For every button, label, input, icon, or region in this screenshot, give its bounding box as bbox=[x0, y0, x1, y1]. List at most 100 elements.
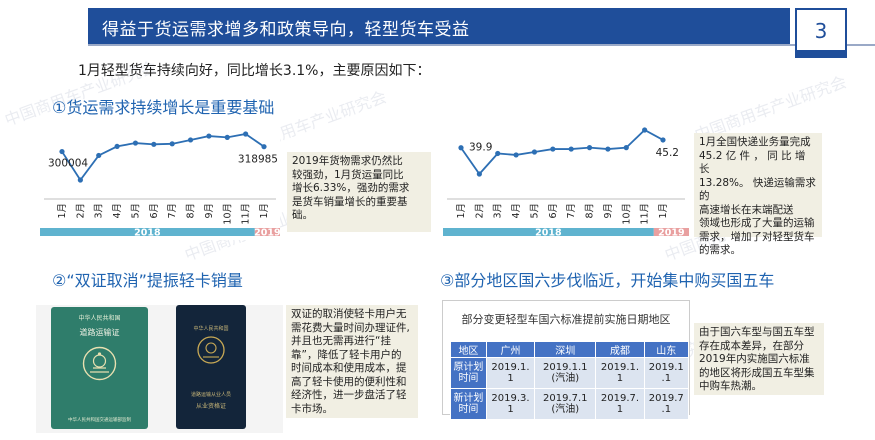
chart-express-volume: 39.9 45.2 1月 2月 3月 4月 5月 6月 7月 8月 9月 10月 11月 1月 2018 20… bbox=[443, 122, 689, 240]
tick-label: 4月 bbox=[511, 203, 522, 219]
table-header-cell: 成都 bbox=[595, 341, 645, 358]
row-label: 原计划 时间 bbox=[450, 357, 487, 389]
note-line: 领域也形成了大量的运输 bbox=[699, 217, 815, 229]
note-line: 础。 bbox=[292, 209, 313, 221]
note-line: 1月全国快递业务量完成 bbox=[699, 136, 811, 148]
title-bar: 得益于货运需求增多和政策导向，轻型货车受益 bbox=[88, 8, 790, 44]
note-line: 卡市场。 bbox=[291, 402, 333, 415]
data-point bbox=[476, 171, 482, 177]
cert-right-subtitle: 从业资格证 bbox=[195, 403, 226, 410]
tick-label: 8月 bbox=[585, 203, 596, 219]
year-band-label: 2018 bbox=[134, 228, 161, 239]
tick-label: 1月 bbox=[259, 203, 270, 219]
year-band bbox=[653, 228, 689, 236]
tick-label: 3月 bbox=[493, 203, 504, 219]
note-line: 2019年内实施国六标准 bbox=[699, 353, 810, 365]
page-number-box: 3 bbox=[795, 8, 847, 52]
note-line: 需花费大量时间办理证件, bbox=[291, 321, 410, 334]
cert-left-title: 道路运输证 bbox=[79, 328, 120, 337]
series-line bbox=[61, 133, 265, 182]
tick-label: 2月 bbox=[75, 203, 86, 219]
tick-label: 1月 bbox=[456, 203, 467, 219]
note-line: 较强劲，1月货运量同比 bbox=[292, 168, 404, 181]
table-cell: 2019.3. 1 bbox=[485, 388, 536, 420]
data-point bbox=[114, 143, 120, 150]
data-point bbox=[605, 146, 611, 152]
tick-label: 6月 bbox=[149, 203, 160, 219]
data-point bbox=[642, 127, 648, 133]
table-header-cell: 广州 bbox=[485, 341, 536, 358]
table-cell: 2019.1.1 bbox=[595, 357, 645, 389]
table-header-cell: 深圳 bbox=[534, 341, 597, 358]
note-line: 增长6.33%，强劲的需求 bbox=[292, 182, 410, 194]
table-cell: 2019.7.1 bbox=[595, 388, 645, 420]
cert-right-title: 道路运输从业人员 bbox=[190, 392, 231, 398]
qualification-certificate: 中华人民共和国 道路运输从业人员 从业资格证 bbox=[176, 305, 246, 429]
year-band bbox=[254, 228, 280, 236]
year-band-label: 2019 bbox=[658, 228, 684, 239]
tick-label: 1月 bbox=[658, 203, 669, 219]
data-point bbox=[660, 137, 666, 143]
tick-label: 8月 bbox=[186, 203, 197, 219]
page-title: 得益于货运需求增多和政策导向，轻型货车受益 bbox=[102, 20, 470, 40]
data-point bbox=[531, 149, 538, 155]
national-emblem-gold-icon bbox=[197, 336, 225, 364]
emission-standard-table-panel: 部分变更轻型车国六标准提前实施日期地区 地区 广州 深圳 成都 山东 原计划 时间… bbox=[442, 300, 690, 420]
note-line: 2019年货物需求仍然比 bbox=[292, 155, 403, 167]
table-header-row: 地区 广州 深圳 成都 山东 bbox=[450, 341, 690, 358]
data-point bbox=[550, 146, 556, 152]
cert-right-header: 中华人民共和国 bbox=[193, 326, 229, 332]
section-3-note: 双证的取消使轻卡用户无 需花费大量时间办理证件, 并且也无需再进行“挂 靠”，降… bbox=[286, 305, 418, 418]
section-4-note: 由于国六车型与国五车型 存在成本差异，在部分 2019年内实施国六标准 的地区将… bbox=[694, 323, 824, 395]
data-label: 300004 bbox=[48, 158, 88, 170]
table-header-cell: 山东 bbox=[643, 341, 690, 358]
data-label: 45.2 bbox=[656, 147, 679, 159]
tick-label: 5月 bbox=[130, 203, 141, 219]
page-number-tab bbox=[795, 52, 847, 58]
table-row: 新计划 时间 2019.3. 1 2019.7.1 (汽油) 2019.7. 1 201… bbox=[450, 388, 690, 420]
data-point bbox=[586, 145, 593, 151]
table-cell: 2019.1.1 (汽油) bbox=[534, 357, 597, 389]
emission-standard-table: 地区 广州 深圳 成都 山东 原计划 时间 2019.1. 1 2019.1.1 (汽… bbox=[450, 341, 690, 420]
national-emblem-icon bbox=[82, 346, 117, 381]
note-line: 中购车热潮。 bbox=[699, 380, 762, 392]
note-line: 高了轻卡使用的便利性和 bbox=[291, 375, 407, 388]
table-row: 原计划 时间 2019.1. 1 2019.1.1 (汽油) 2019.1. 1 201… bbox=[450, 357, 690, 389]
tick-label: 5月 bbox=[529, 203, 540, 219]
data-point bbox=[132, 140, 139, 146]
year-band bbox=[443, 228, 654, 236]
note-line: 经济性，进一步盘活了轻 bbox=[291, 389, 407, 401]
note-line: 靠”，降低了轻卡用户的 bbox=[291, 348, 402, 361]
tick-label: 6月 bbox=[548, 203, 559, 219]
section-4-title: ③部分地区国六步伐临近，开始集中购买国五车 bbox=[440, 271, 775, 290]
tick-label: 7月 bbox=[167, 203, 178, 219]
data-point bbox=[59, 148, 65, 155]
tick-label: 1月 bbox=[57, 203, 68, 219]
note-line: 45.2 亿 件 ， 同 比 增 长 bbox=[699, 149, 806, 176]
table-cell: 2019.1.1 bbox=[643, 357, 690, 389]
tick-label: 9月 bbox=[603, 203, 614, 219]
tick-label: 9月 bbox=[204, 203, 215, 219]
data-point bbox=[151, 141, 157, 147]
section-1-note: 2019年货物需求仍然比 较强劲，1月货运量同比 增长6.33%，强劲的需求 是… bbox=[287, 152, 431, 232]
data-point bbox=[243, 131, 249, 137]
tick-label: 7月 bbox=[566, 203, 577, 219]
road-transport-certificate: 中华人民共和国 道路运输证 中华人民共和国交通运输部监制 bbox=[51, 307, 148, 429]
tick-label: 2月 bbox=[474, 203, 485, 219]
tick-label: 10月 bbox=[222, 203, 233, 225]
data-point bbox=[623, 145, 629, 151]
data-label: 318985 bbox=[238, 154, 278, 166]
chart-2-svg: 39.9 45.2 1月 2月 3月 4月 5月 6月 7月 8月 9月 10月 11月 1月 2018 20… bbox=[443, 127, 689, 239]
tick-label: 11月 bbox=[241, 203, 252, 225]
tick-label: 4月 bbox=[112, 203, 123, 219]
row-label: 新计划 时间 bbox=[450, 388, 487, 420]
tick-label: 3月 bbox=[94, 203, 105, 219]
note-line: 由于国六车型与国五车型 bbox=[699, 326, 815, 338]
year-band bbox=[40, 228, 255, 236]
table-cell: 2019.7.1 bbox=[643, 388, 690, 420]
note-line: 时间成本和使用成本，提 bbox=[291, 362, 407, 374]
data-point bbox=[458, 145, 464, 151]
series-line bbox=[460, 128, 664, 176]
data-point bbox=[169, 141, 175, 147]
certificate-photos: 中华人民共和国 道路运输证 中华人民共和国交通运输部监制 中华人民共和国 道路运… bbox=[36, 305, 283, 433]
